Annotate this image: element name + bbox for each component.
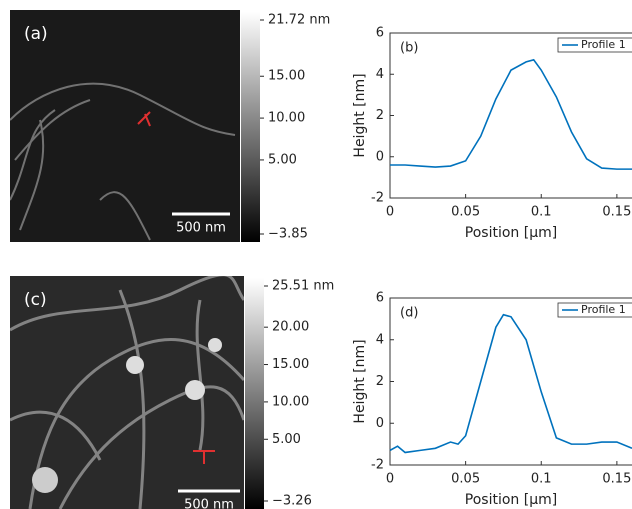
afm-image-a [10,10,240,242]
x-axis-label: Position [μm] [465,225,557,241]
y-tick-label: 0 [376,149,384,164]
panel-label: (d) [400,306,418,321]
y-tick-label: 2 [376,108,384,123]
y-tick-label: -2 [371,458,384,473]
panels: (a) 500 nm 21.72 nm 15.00 10.00 5.00 −3.85 (c) 5… [24,12,632,509]
colorbar-tick-label: 25.51 nm [272,279,334,294]
colorbar-tick-label: 5.00 [272,432,301,447]
x-axis-label: Position [μm] [465,492,557,508]
x-tick-label: 0 [386,205,394,220]
legend-box [557,37,632,53]
x-tick-label: 0.1 [531,205,552,220]
y-axis-label: Height [nm] [352,73,368,157]
scale-bar-label: 500 nm [184,498,234,509]
plot-frame [389,32,632,199]
profile-line [389,313,632,454]
panel-label: (c) [24,290,47,310]
colorbar-tick-label: 10.00 [272,394,309,409]
colorbar-tick-label: 21.72 nm [268,13,330,28]
y-tick-label: 6 [376,291,384,306]
y-tick-label: 6 [376,26,384,41]
y-tick-label: 0 [376,416,384,431]
panel-label: (b) [400,41,418,56]
colorbar-tick-label: −3.26 [272,494,312,509]
y-tick-label: 4 [376,67,384,82]
colorbar-tick-label: 10.00 [268,111,305,126]
x-tick-label: 0 [386,472,394,487]
y-tick-label: -2 [371,191,384,206]
colorbar-tick-label: 15.00 [272,357,309,372]
colorbar [241,12,260,242]
colorbar [245,278,264,509]
scale-bar-label: 500 nm [176,221,226,236]
plot-frame [389,297,632,466]
legend-label: Profile 1 [581,303,626,316]
y-tick-label: 2 [376,374,384,389]
afm-image-c [10,276,244,509]
profile-line [390,58,632,170]
panel-label: (a) [24,24,48,44]
x-tick-label: 0.15 [602,472,631,487]
colorbar-tick-label: 15.00 [268,69,305,84]
x-tick-label: 0.05 [451,472,480,487]
y-tick-label: 4 [376,332,384,347]
legend-label: Profile 1 [581,38,626,51]
colorbar-tick-label: 5.00 [268,152,297,167]
colorbar-tick-label: −3.85 [268,227,308,242]
y-axis-label: Height [nm] [352,339,368,423]
colorbar-tick-label: 20.00 [272,320,309,335]
x-tick-label: 0.05 [451,205,480,220]
legend-box [557,302,632,318]
x-tick-label: 0.15 [602,205,631,220]
x-tick-label: 0.1 [531,472,552,487]
